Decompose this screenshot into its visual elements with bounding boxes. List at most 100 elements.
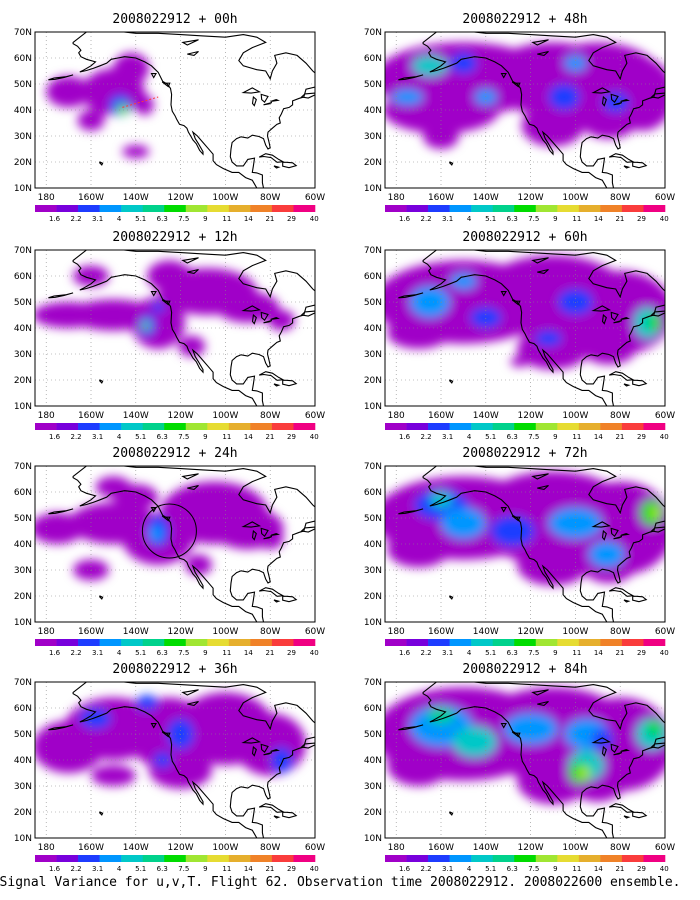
variance-blob: [267, 309, 295, 331]
colorbar-swatch: [78, 639, 100, 646]
lon-label: 120W: [168, 193, 194, 203]
colorbar-swatch: [535, 423, 558, 430]
lon-label: 100W: [212, 193, 238, 203]
lon-label: 180: [38, 843, 55, 853]
variance-blob: [143, 323, 148, 328]
colorbar-swatch: [406, 639, 429, 646]
colorbar-swatch: [449, 855, 472, 862]
colorbar-swatch: [428, 423, 450, 430]
variance-blob: [582, 107, 636, 139]
lat-label: 10N: [364, 834, 382, 844]
lon-label: 120W: [168, 843, 194, 853]
panel-title: 2008022912 + 60h: [462, 230, 587, 245]
lon-label: 140W: [473, 411, 499, 421]
colorbar-label: 9: [203, 433, 207, 441]
colorbar-label: 40: [310, 433, 319, 441]
map-frame: [384, 465, 666, 623]
variance-blob: [521, 104, 585, 147]
colorbar-label: 1.6: [49, 433, 61, 441]
colorbar-label: 2.2: [71, 649, 82, 657]
colorbar: 1.6 2.2 3.1 4 5.1 6.3 7.5 9 11 14 21 29 40: [35, 205, 319, 223]
variance-blob: [216, 291, 280, 323]
colorbar-swatch: [164, 639, 187, 646]
lat-label: 30N: [364, 132, 382, 142]
colorbar-swatch: [228, 639, 251, 646]
colorbar-label: 6.3: [507, 433, 518, 441]
variance-blob: [135, 94, 154, 116]
lat-label: 70N: [14, 246, 32, 256]
colorbar-label: 29: [637, 215, 646, 223]
colorbar-label: 21: [615, 215, 624, 223]
variance-blob: [122, 145, 150, 159]
colorbar-label: 29: [287, 865, 296, 873]
colorbar-label: 7.5: [178, 215, 189, 223]
lat-label: 70N: [364, 28, 382, 38]
panel-title: 2008022912 + 48h: [462, 12, 587, 27]
colorbar-label: 11: [572, 215, 581, 223]
lat-label: 50N: [14, 730, 32, 740]
colorbar-label: 21: [265, 865, 274, 873]
lon-label: 180: [388, 627, 405, 637]
colorbar-label: 3.1: [92, 215, 103, 223]
colorbar-swatch: [293, 205, 316, 212]
colorbar-label: 29: [637, 649, 646, 657]
lon-label: 80W: [260, 627, 280, 637]
colorbar-swatch: [207, 205, 230, 212]
map-frame: [384, 681, 666, 839]
variance-blob: [548, 507, 603, 539]
colorbar-label: 11: [572, 865, 581, 873]
colorbar-label: 3.1: [92, 649, 103, 657]
colorbar-label: 7.5: [528, 865, 539, 873]
figure-caption: Signal Variance for u,v,T. Flight 62. Ob…: [0, 875, 680, 890]
colorbar-swatch: [578, 423, 601, 430]
variance-blob: [391, 89, 424, 105]
colorbar-swatch: [514, 423, 537, 430]
colorbar-swatch: [207, 639, 230, 646]
lon-label: 180: [388, 843, 405, 853]
lat-label: 40N: [364, 540, 382, 550]
colorbar-swatch: [271, 639, 294, 646]
lon-label: 100W: [562, 193, 588, 203]
colorbar-swatch: [293, 639, 316, 646]
map-grid: [35, 250, 315, 406]
colorbar-swatch: [164, 855, 187, 862]
colorbar-swatch: [643, 855, 666, 862]
variance-blob: [602, 91, 630, 113]
variance-field: [46, 52, 154, 159]
colorbar-label: 29: [637, 433, 646, 441]
lat-label: 60N: [364, 54, 382, 64]
colorbar-swatch: [99, 855, 122, 862]
colorbar-label: 14: [594, 865, 603, 873]
lat-label: 60N: [364, 704, 382, 714]
variance-blob: [577, 766, 592, 780]
colorbar-swatch: [35, 855, 57, 862]
lat-label: 10N: [14, 402, 32, 412]
colorbar-swatch: [99, 205, 122, 212]
coastline: [48, 32, 315, 188]
lon-label: 160W: [78, 843, 104, 853]
colorbar-label: 9: [553, 649, 557, 657]
colorbar-label: 40: [660, 215, 669, 223]
colorbar-swatch: [643, 639, 666, 646]
variance-blob: [113, 52, 150, 84]
colorbar-label: 3.1: [442, 215, 453, 223]
colorbar-swatch: [428, 855, 450, 862]
target-region-circle: [141, 503, 197, 559]
colorbar-swatch: [406, 205, 429, 212]
colorbar-swatch: [271, 205, 294, 212]
colorbar-swatch: [449, 205, 472, 212]
colorbar-swatch: [56, 855, 79, 862]
lat-label: 10N: [14, 618, 32, 628]
colorbar-label: 6.3: [507, 865, 518, 873]
colorbar-label: 21: [615, 433, 624, 441]
colorbar-label: 11: [222, 865, 231, 873]
map-panel: 2008022912 + 60h 70N 60N 50N 40N 30N 20N 10N 180…: [364, 230, 675, 441]
map-grid: [385, 682, 665, 838]
colorbar-label: 9: [203, 649, 207, 657]
variance-field: [385, 471, 665, 586]
variance-blob: [490, 515, 536, 547]
colorbar-label: 9: [553, 215, 557, 223]
colorbar-swatch: [428, 205, 450, 212]
colorbar-swatch: [385, 855, 407, 862]
